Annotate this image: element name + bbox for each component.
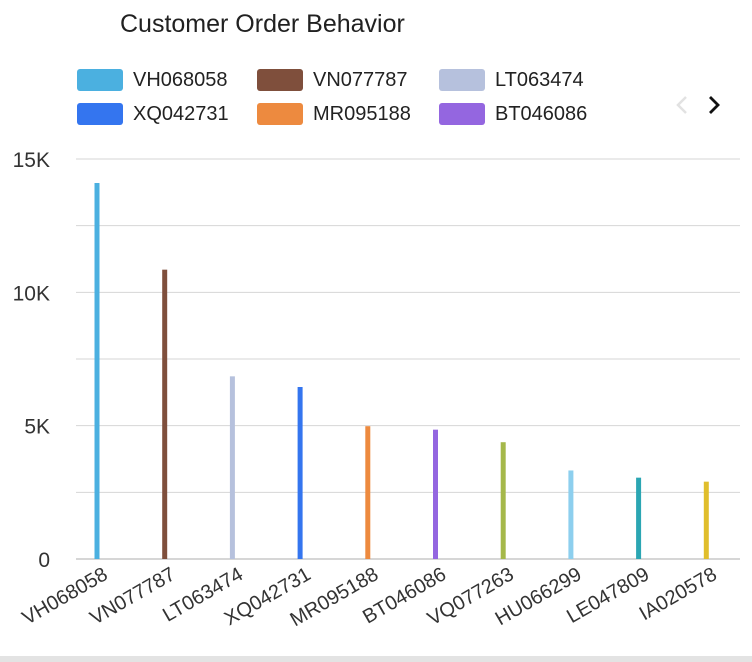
- legend-prev-button[interactable]: [672, 92, 692, 118]
- legend-label: LT063474: [495, 68, 584, 91]
- chevron-right-icon: [709, 96, 720, 114]
- bar: [162, 269, 168, 559]
- bar: [433, 429, 438, 559]
- legend-label: VH068058: [133, 68, 228, 91]
- bar: [365, 426, 371, 559]
- bar: [636, 477, 642, 559]
- legend-label: MR095188: [313, 102, 411, 125]
- divider: [0, 656, 752, 662]
- legend-label: BT046086: [495, 102, 588, 125]
- x-tick-label: IA020578: [636, 563, 721, 625]
- bar: [94, 183, 100, 559]
- bar: [229, 376, 235, 559]
- legend-item[interactable]: VH068058: [77, 68, 228, 92]
- y-tick-label: 5K: [24, 416, 50, 439]
- bar: [703, 481, 709, 559]
- legend-swatch: [439, 103, 485, 125]
- legend-label: VN077787: [313, 68, 408, 91]
- bar: [568, 470, 574, 559]
- y-tick-label: 10K: [13, 282, 50, 305]
- y-tick-label: 15K: [13, 149, 50, 172]
- bar: [500, 442, 506, 559]
- legend-swatch: [77, 69, 123, 91]
- legend-item[interactable]: MR095188: [257, 102, 411, 126]
- legend-item[interactable]: LT063474: [439, 68, 584, 92]
- legend-label: XQ042731: [133, 102, 229, 125]
- y-tick-label: 0: [38, 549, 50, 572]
- legend-swatch: [77, 103, 123, 125]
- chevron-left-icon: [676, 96, 687, 114]
- legend-item[interactable]: VN077787: [257, 68, 408, 92]
- legend-item[interactable]: XQ042731: [77, 102, 229, 126]
- legend-item[interactable]: BT046086: [439, 102, 587, 126]
- bar: [297, 387, 303, 559]
- legend-swatch: [257, 69, 303, 91]
- legend-swatch: [257, 103, 303, 125]
- legend-swatch: [439, 69, 485, 91]
- chart-title: Customer Order Behavior: [120, 10, 405, 38]
- legend-next-button[interactable]: [704, 92, 724, 118]
- legend: VH068058 VN077787 LT063474 XQ042731 MR09…: [77, 68, 637, 128]
